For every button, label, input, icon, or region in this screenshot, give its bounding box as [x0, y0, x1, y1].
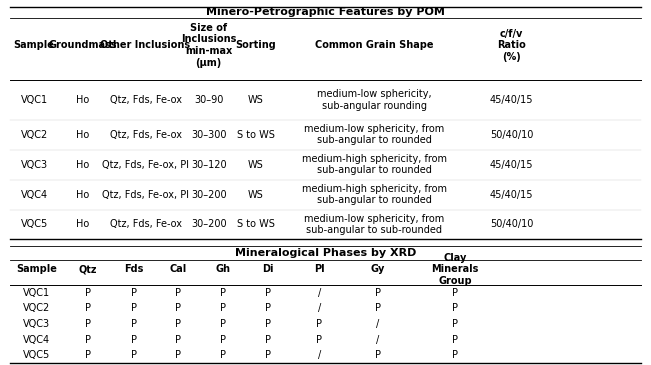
Text: WS: WS	[248, 189, 264, 200]
Text: Qtz, Fds, Fe-ox, Pl: Qtz, Fds, Fe-ox, Pl	[102, 160, 189, 170]
Text: P: P	[265, 350, 271, 360]
Text: P: P	[85, 350, 90, 360]
Text: P: P	[85, 303, 90, 313]
Text: P: P	[175, 303, 182, 313]
Text: Minero-Petrographic Features by POM: Minero-Petrographic Features by POM	[206, 7, 445, 18]
Text: P: P	[219, 319, 225, 329]
Text: S to WS: S to WS	[237, 130, 275, 140]
Text: P: P	[219, 303, 225, 313]
Text: Ho: Ho	[76, 219, 90, 230]
Text: c/f/v
Ratio
(%): c/f/v Ratio (%)	[497, 29, 526, 62]
Text: Clay
Minerals
Group: Clay Minerals Group	[431, 253, 478, 286]
Text: Ho: Ho	[76, 160, 90, 170]
Text: Size of
Inclusions
min-max
(μm): Size of Inclusions min-max (μm)	[181, 23, 236, 68]
Text: /: /	[376, 335, 380, 345]
Text: 30–200: 30–200	[191, 189, 227, 200]
Text: 45/40/15: 45/40/15	[490, 95, 534, 105]
Text: P: P	[452, 319, 458, 329]
Text: Ho: Ho	[76, 130, 90, 140]
Text: VQC3: VQC3	[21, 160, 48, 170]
Text: VQC3: VQC3	[23, 319, 50, 329]
Text: P: P	[85, 319, 90, 329]
Text: 45/40/15: 45/40/15	[490, 189, 534, 200]
Text: Qtz, Fds, Fe-ox: Qtz, Fds, Fe-ox	[109, 130, 182, 140]
Text: 50/40/10: 50/40/10	[490, 219, 533, 230]
Text: /: /	[318, 288, 321, 297]
Text: Pl: Pl	[314, 264, 324, 274]
Text: P: P	[131, 335, 137, 345]
Text: Qtz, Fds, Fe-ox: Qtz, Fds, Fe-ox	[109, 95, 182, 105]
Text: VQC5: VQC5	[23, 350, 50, 360]
Text: Qtz, Fds, Fe-ox, Pl: Qtz, Fds, Fe-ox, Pl	[102, 189, 189, 200]
Text: VQC1: VQC1	[23, 288, 50, 297]
Text: medium-high sphericity, from
sub-angular to rounded: medium-high sphericity, from sub-angular…	[302, 184, 447, 205]
Text: P: P	[265, 319, 271, 329]
Text: WS: WS	[248, 95, 264, 105]
Text: P: P	[175, 288, 182, 297]
Text: P: P	[452, 335, 458, 345]
Text: P: P	[175, 335, 182, 345]
Text: Fds: Fds	[124, 264, 144, 274]
Text: 50/40/10: 50/40/10	[490, 130, 533, 140]
Text: 30–200: 30–200	[191, 219, 227, 230]
Text: P: P	[131, 319, 137, 329]
Text: medium-low sphericity, from
sub-angular to sub-rounded: medium-low sphericity, from sub-angular …	[304, 214, 445, 235]
Text: Qtz: Qtz	[79, 264, 97, 274]
Text: Mineralogical Phases by XRD: Mineralogical Phases by XRD	[235, 248, 416, 258]
Text: 30–300: 30–300	[191, 130, 227, 140]
Text: P: P	[374, 350, 381, 360]
Text: P: P	[316, 335, 322, 345]
Text: Sample: Sample	[16, 264, 57, 274]
Text: 45/40/15: 45/40/15	[490, 160, 534, 170]
Text: S to WS: S to WS	[237, 219, 275, 230]
Text: Sample: Sample	[14, 40, 55, 50]
Text: P: P	[175, 350, 182, 360]
Text: P: P	[265, 303, 271, 313]
Text: P: P	[175, 319, 182, 329]
Text: P: P	[219, 350, 225, 360]
Text: medium-low sphericity,
sub-angular rounding: medium-low sphericity, sub-angular round…	[317, 89, 432, 111]
Text: P: P	[131, 303, 137, 313]
Text: VQC5: VQC5	[20, 219, 48, 230]
Text: Groundmass: Groundmass	[49, 40, 117, 50]
Text: VQC2: VQC2	[20, 130, 48, 140]
Text: 30–120: 30–120	[191, 160, 227, 170]
Text: Di: Di	[262, 264, 273, 274]
Text: WS: WS	[248, 160, 264, 170]
Text: Qtz, Fds, Fe-ox: Qtz, Fds, Fe-ox	[109, 219, 182, 230]
Text: 30–90: 30–90	[194, 95, 223, 105]
Text: /: /	[376, 319, 380, 329]
Text: P: P	[85, 288, 90, 297]
Text: Cal: Cal	[170, 264, 187, 274]
Text: VQC4: VQC4	[21, 189, 48, 200]
Text: P: P	[452, 350, 458, 360]
Text: VQC4: VQC4	[23, 335, 50, 345]
Text: VQC1: VQC1	[21, 95, 48, 105]
Text: VQC2: VQC2	[23, 303, 50, 313]
Text: P: P	[131, 288, 137, 297]
Text: Ho: Ho	[76, 95, 90, 105]
Text: Common Grain Shape: Common Grain Shape	[315, 40, 434, 50]
Text: Ho: Ho	[76, 189, 90, 200]
Text: Gy: Gy	[370, 264, 385, 274]
Text: medium-low sphericity, from
sub-angular to rounded: medium-low sphericity, from sub-angular …	[304, 124, 445, 146]
Text: P: P	[85, 335, 90, 345]
Text: P: P	[452, 303, 458, 313]
Text: P: P	[219, 288, 225, 297]
Text: P: P	[452, 288, 458, 297]
Text: Sorting: Sorting	[236, 40, 277, 50]
Text: P: P	[316, 319, 322, 329]
Text: P: P	[265, 335, 271, 345]
Text: Gh: Gh	[215, 264, 230, 274]
Text: medium-high sphericity, from
sub-angular to rounded: medium-high sphericity, from sub-angular…	[302, 154, 447, 176]
Text: P: P	[131, 350, 137, 360]
Text: Other Inclusions: Other Inclusions	[100, 40, 191, 50]
Text: /: /	[318, 303, 321, 313]
Text: /: /	[318, 350, 321, 360]
Text: P: P	[219, 335, 225, 345]
Text: P: P	[374, 288, 381, 297]
Text: P: P	[374, 303, 381, 313]
Text: P: P	[265, 288, 271, 297]
